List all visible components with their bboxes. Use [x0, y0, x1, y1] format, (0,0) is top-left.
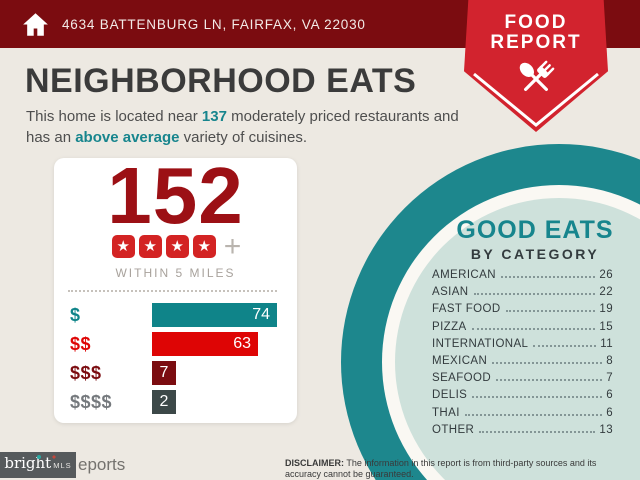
- category-row: SEAFOOD 7: [432, 372, 613, 389]
- logo-box: bright MLS: [0, 452, 76, 478]
- bar: 63: [152, 332, 258, 356]
- intro-pre: This home is located near: [26, 108, 202, 125]
- logo-spark-icon: [52, 455, 56, 459]
- logo-sub-text: MLS: [53, 461, 72, 470]
- bar-label: $$$$: [70, 391, 113, 412]
- category-dots: [496, 379, 603, 382]
- disclaimer-label: DISCLAIMER:: [285, 458, 344, 468]
- intro-post: variety of cuisines.: [179, 129, 308, 146]
- bar-row: $74: [54, 303, 297, 327]
- bar-label: $: [70, 304, 81, 325]
- badge-title-line2: REPORT: [490, 32, 582, 53]
- intro-text: This home is located near 137 moderately…: [26, 106, 462, 148]
- category-row: INTERNATIONAL 11: [432, 338, 613, 355]
- category-row: PIZZA 15: [432, 321, 613, 338]
- food-report-badge: FOOD REPORT: [464, 0, 608, 132]
- category-dots: [492, 361, 603, 364]
- good-eats-header: GOOD EATS BY CATEGORY: [425, 216, 640, 262]
- category-label: PIZZA: [432, 320, 467, 333]
- bar-value: 7: [159, 364, 169, 381]
- category-row: AMERICAN 26: [432, 269, 613, 286]
- category-dots: [505, 310, 596, 313]
- bar-value: 74: [252, 306, 270, 323]
- bar: 74: [152, 303, 277, 327]
- category-label: AMERICAN: [432, 269, 496, 281]
- logo-suffix-text: eports: [78, 455, 126, 474]
- category-label: DELIS: [432, 389, 468, 402]
- bar-value: 2: [159, 393, 169, 410]
- category-dots: [500, 276, 596, 278]
- category-value: 7: [606, 372, 613, 385]
- intro-count: 137: [201, 108, 227, 125]
- category-row: FAST FOOD 19: [432, 303, 613, 320]
- radius-label: WITHIN 5 MILES: [115, 266, 236, 280]
- good-eats-title: GOOD EATS: [456, 216, 614, 244]
- bar-label: $$: [70, 333, 92, 354]
- star-icon: ★: [192, 235, 216, 258]
- bar: 7: [152, 361, 176, 385]
- category-dots: [471, 327, 596, 330]
- bar: 2: [152, 390, 176, 414]
- category-value: 6: [606, 389, 613, 402]
- category-dots: [472, 396, 603, 399]
- logo-teal-dot-icon: [37, 455, 41, 459]
- rating-stars: ★ ★ ★ ★ +: [54, 229, 297, 263]
- category-label: FAST FOOD: [432, 303, 501, 316]
- intro-highlight: above average: [75, 129, 180, 146]
- category-dots: [464, 413, 603, 416]
- plus-sign: +: [223, 229, 242, 263]
- summary-card: 152 ★ ★ ★ ★ + WITHIN 5 MILES $74 $$ 63 $$$ 7 $$$$…: [54, 151, 297, 423]
- category-row: DELIS 6: [432, 389, 613, 406]
- bar-row: $$ 63: [54, 332, 297, 356]
- address-text: 4634 BATTENBURG LN, FAIRFAX, VA 22030: [62, 16, 366, 32]
- category-dots: [473, 293, 596, 296]
- home-icon: [23, 12, 48, 36]
- price-bar-chart: $74 $$ 63 $$$ 7 $$$$ 2: [54, 303, 297, 414]
- spoon-fork-icon: [519, 60, 555, 91]
- category-label: THAI: [432, 406, 460, 419]
- disclaimer-text: The information in this report is from t…: [285, 458, 597, 479]
- category-value: 6: [606, 406, 613, 419]
- good-eats-subtitle: BY CATEGORY: [470, 246, 600, 262]
- brightmls-logo: bright MLS eports: [0, 452, 125, 478]
- category-value: 26: [599, 269, 613, 281]
- category-value: 15: [599, 320, 613, 333]
- category-label: SEAFOOD: [432, 372, 492, 385]
- category-row: THAI 6: [432, 407, 613, 424]
- category-label: ASIAN: [432, 286, 469, 299]
- category-value: 8: [606, 354, 613, 367]
- category-label: OTHER: [432, 423, 475, 436]
- restaurant-count: 152: [107, 151, 244, 240]
- badge-title-line1: FOOD: [504, 12, 568, 33]
- page-title: NEIGHBORHOOD EATS: [25, 62, 417, 100]
- bar-row: $$$ 7: [54, 361, 297, 385]
- category-dots: [479, 430, 596, 433]
- intro-mid: moderately priced restaurants and has an: [26, 108, 459, 146]
- category-value: 13: [599, 423, 613, 436]
- category-value: 22: [599, 286, 613, 299]
- star-icon: ★: [138, 235, 162, 258]
- disclaimer: DISCLAIMER: The information in this repo…: [285, 458, 630, 480]
- category-value: 11: [600, 337, 613, 350]
- category-value: 19: [599, 303, 613, 316]
- category-row: OTHER 13: [432, 424, 613, 441]
- category-list: AMERICAN 26 ASIAN 22 FAST FOOD 19 PIZZA 15 INTER…: [432, 269, 613, 441]
- star-icon: ★: [111, 235, 135, 258]
- bar-label: $$$: [70, 362, 102, 383]
- category-label: MEXICAN: [432, 354, 488, 367]
- bar-row: $$$$ 2: [54, 390, 297, 414]
- logo-main-text: bright: [4, 454, 52, 472]
- category-row: MEXICAN 8: [432, 355, 613, 372]
- dotted-divider: [68, 290, 277, 292]
- category-label: INTERNATIONAL: [432, 337, 529, 350]
- bar-value: 63: [233, 335, 251, 352]
- star-icon: ★: [165, 235, 189, 258]
- category-dots: [533, 344, 597, 347]
- category-row: ASIAN 22: [432, 286, 613, 303]
